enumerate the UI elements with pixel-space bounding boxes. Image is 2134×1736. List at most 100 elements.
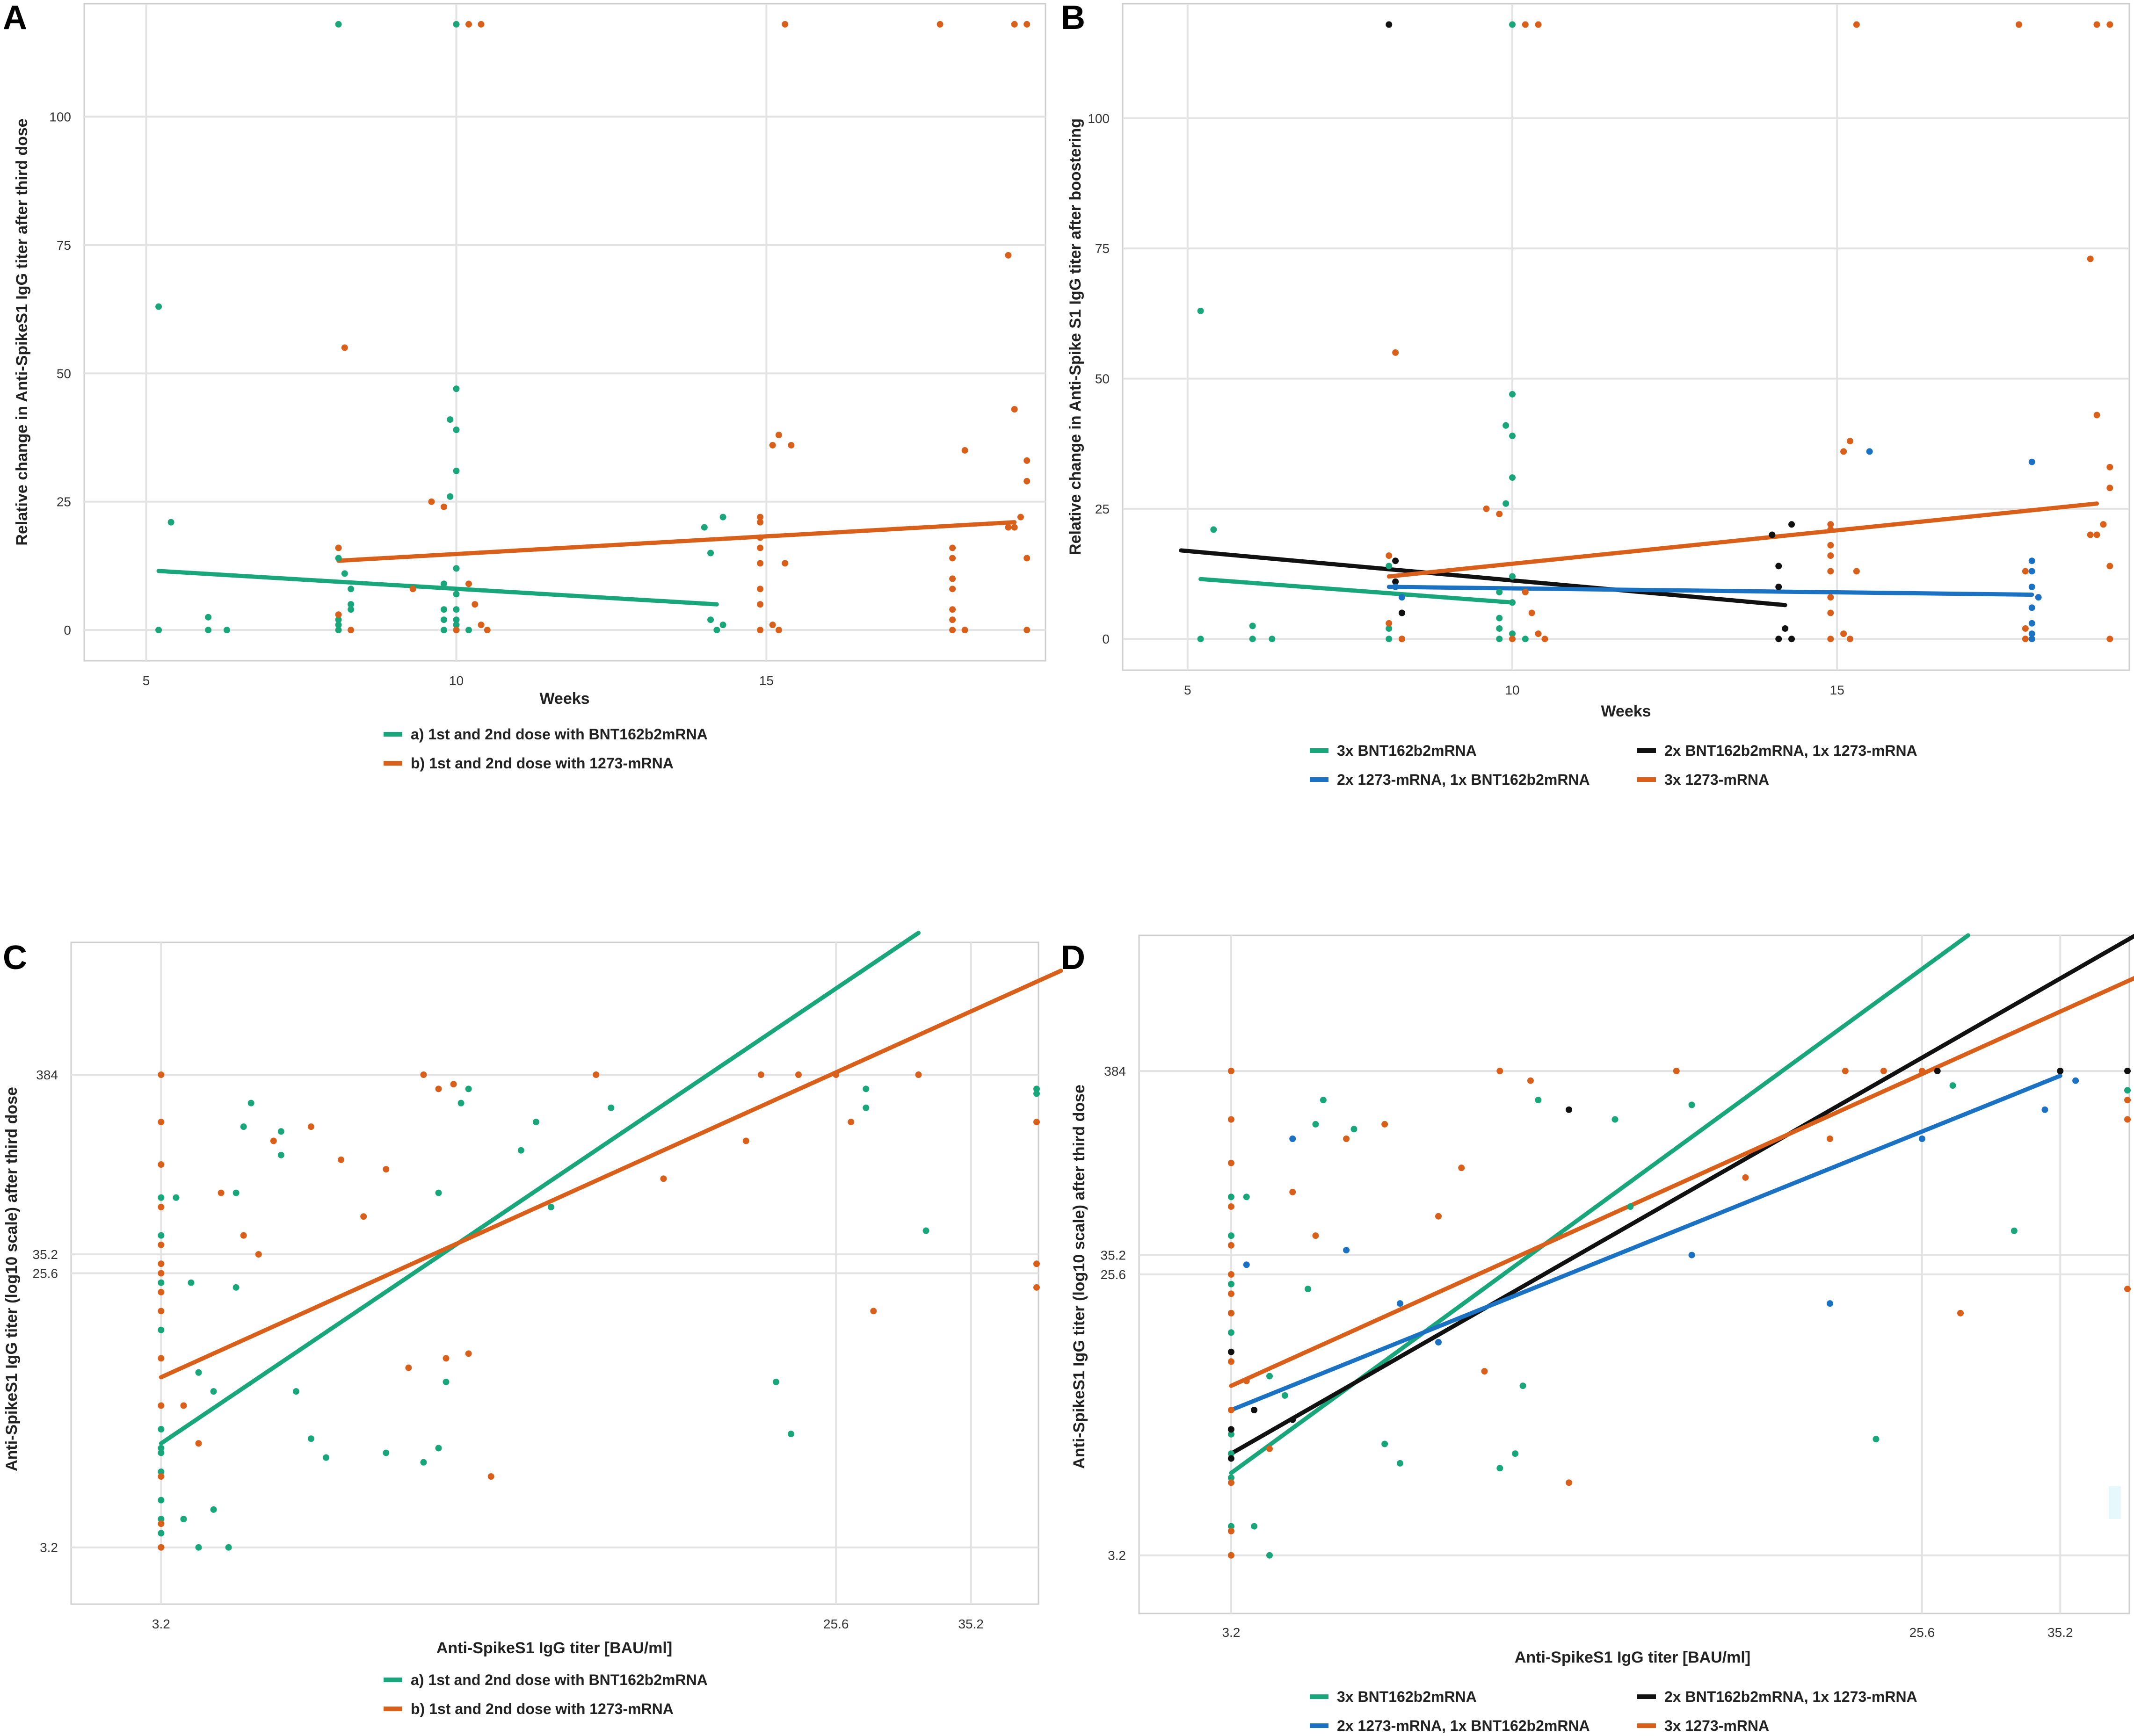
data-point [1788, 636, 1795, 643]
data-point [450, 1081, 457, 1088]
data-point [1312, 1121, 1319, 1128]
data-point [1005, 252, 1012, 259]
data-point [2035, 594, 2042, 601]
x-tick-label: 5 [1184, 683, 1191, 697]
data-point [1023, 21, 1031, 28]
data-point [1381, 1440, 1388, 1447]
data-point [1509, 21, 1516, 28]
data-point [2124, 1116, 2131, 1123]
panel-c-y-axis-title: Anti-SpikeS1 IgG titer (log10 scale) aft… [3, 1087, 21, 1471]
data-point [1381, 1121, 1388, 1128]
data-point [2022, 568, 2029, 575]
data-point [465, 627, 472, 634]
data-point [484, 627, 491, 634]
data-point [1312, 1232, 1319, 1239]
data-point [719, 514, 726, 521]
data-point [2028, 458, 2035, 465]
data-point [949, 575, 956, 582]
data-point [1934, 1068, 1941, 1074]
data-point [707, 616, 714, 623]
data-point [440, 580, 447, 587]
data-point [443, 1378, 450, 1385]
data-point [158, 1308, 165, 1315]
data-point [775, 627, 782, 634]
data-point [1392, 578, 1399, 585]
data-point [1023, 457, 1031, 464]
data-point [195, 1440, 202, 1447]
data-point [195, 1544, 202, 1551]
data-point [478, 21, 485, 28]
data-point [1227, 1232, 1234, 1239]
panel-c-fit-lines [159, 931, 1063, 1446]
data-point [255, 1251, 262, 1258]
data-point [1827, 542, 1834, 549]
x-tick-label: 5 [143, 673, 150, 688]
data-point [1509, 391, 1516, 398]
data-point [1688, 1101, 1695, 1108]
data-point [707, 550, 714, 557]
data-point [1227, 1431, 1234, 1438]
legend-label: b) 1st and 2nd dose with 1273-mRNA [411, 1700, 674, 1717]
legend-label: a) 1st and 2nd dose with BNT162b2mRNA [411, 726, 708, 743]
data-point [1033, 1085, 1040, 1092]
data-point [2106, 485, 2113, 492]
data-point [1775, 563, 1782, 570]
data-point [1496, 625, 1503, 632]
data-point [180, 1516, 187, 1523]
legend-label: b) 1st and 2nd dose with 1273-mRNA [411, 755, 674, 772]
data-point [440, 616, 447, 623]
data-point [757, 534, 764, 541]
data-point [2028, 568, 2035, 575]
data-point [453, 627, 460, 634]
data-point [1775, 583, 1782, 590]
x-tick-label: 35.2 [958, 1617, 984, 1631]
data-point [1386, 625, 1393, 632]
data-point [1458, 1165, 1465, 1172]
data-point [1033, 1090, 1040, 1097]
data-point [949, 616, 956, 623]
x-tick-label: 10 [1505, 683, 1519, 697]
data-point [158, 1161, 165, 1168]
data-point [1227, 1068, 1234, 1074]
legend-label: 2x 1273-mRNA, 1x BNT162b2mRNA [1337, 1717, 1590, 1734]
data-point [1343, 1136, 1350, 1142]
data-point [1775, 636, 1782, 643]
data-point [383, 1166, 390, 1173]
data-point [1227, 1242, 1234, 1249]
data-point [1011, 21, 1018, 28]
x-tick-label: 3.2 [1222, 1625, 1240, 1640]
data-point [1343, 1247, 1350, 1254]
data-point [1827, 636, 1834, 643]
y-tick-label: 100 [1088, 111, 1110, 126]
data-point [453, 21, 460, 28]
data-point [1350, 1126, 1357, 1133]
panel-b-y-axis-title: Relative change in Anti-Spike S1 IgG tit… [1067, 118, 1084, 555]
data-point [1509, 433, 1516, 440]
data-point [453, 565, 460, 572]
data-point [1227, 1280, 1234, 1288]
data-point [757, 586, 764, 593]
data-point [158, 1204, 165, 1210]
data-point [1227, 1309, 1234, 1316]
data-point [205, 627, 212, 634]
data-point [1509, 474, 1516, 481]
data-point [472, 601, 479, 608]
data-point [949, 544, 956, 551]
data-point [1197, 636, 1204, 643]
data-point [453, 385, 460, 392]
y-tick-label: 3.2 [40, 1541, 58, 1555]
panel-b-y-ticks: 0 25 50 75 100 [1088, 111, 1110, 646]
data-point [1227, 1523, 1234, 1530]
data-point [1227, 1527, 1234, 1534]
data-point [1519, 1382, 1526, 1389]
data-point [1611, 1116, 1619, 1123]
data-point [1503, 422, 1510, 429]
data-point [341, 344, 348, 351]
data-point [1522, 21, 1529, 28]
data-point [1289, 1188, 1296, 1195]
y-tick-label: 384 [1104, 1064, 1126, 1078]
fit-line [156, 569, 719, 607]
data-point [961, 447, 968, 454]
data-point [949, 627, 956, 634]
panel-a-y-ticks: 0 25 50 75 100 [49, 109, 71, 637]
